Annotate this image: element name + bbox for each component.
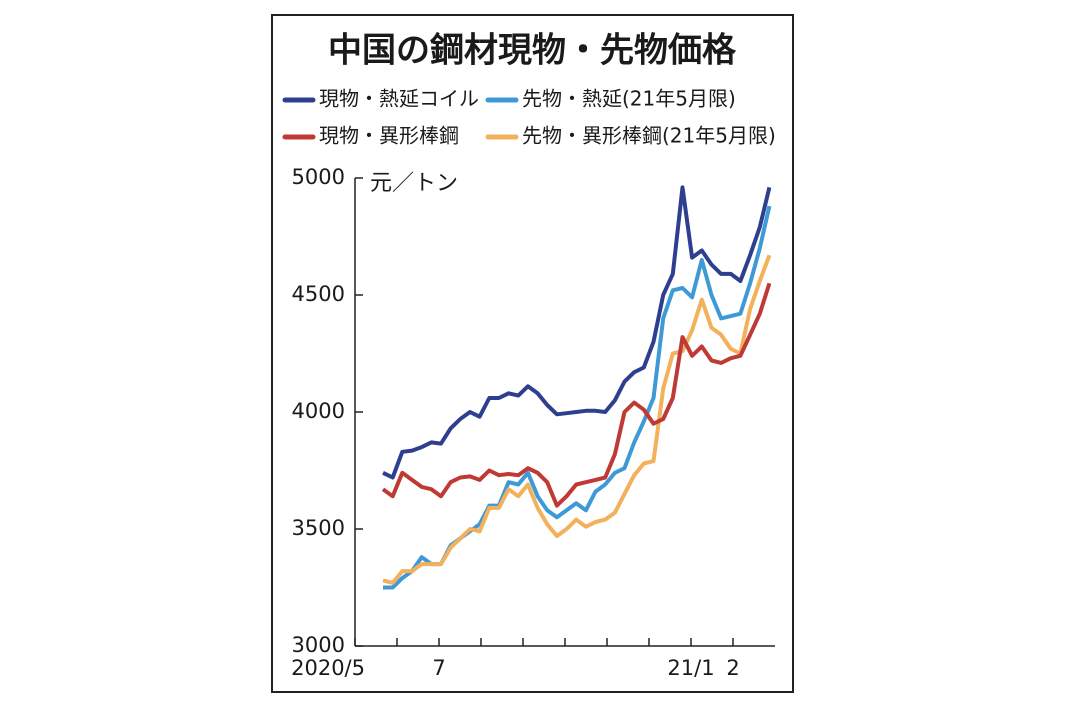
series-line <box>382 185 772 480</box>
legend-label: 現物・異形棒鋼 <box>319 124 459 148</box>
series-line <box>382 254 772 585</box>
chart-title: 中国の鋼材現物・先物価格 <box>328 31 737 71</box>
frame <box>271 14 794 693</box>
x-tick-label: 7 <box>432 656 445 680</box>
y-unit: 元／トン <box>370 171 458 196</box>
y-tick-label: 3000 <box>292 633 345 657</box>
y-tick-label: 4500 <box>292 282 345 306</box>
y-tick-label: 3500 <box>292 516 345 540</box>
series-line <box>381 282 772 508</box>
x-tick-label: 2020/5 <box>291 656 365 680</box>
legend-label: 先物・熱延(21年5月限) <box>522 87 736 111</box>
legend-label: 先物・異形棒鋼(21年5月限) <box>522 124 776 148</box>
x-tick-label: 2 <box>726 656 739 680</box>
legend-label: 現物・熱延コイル <box>319 87 479 111</box>
y-tick-label: 4000 <box>292 399 345 423</box>
x-tick-label: 21/1 <box>667 656 714 680</box>
y-tick-label: 5000 <box>292 165 345 189</box>
